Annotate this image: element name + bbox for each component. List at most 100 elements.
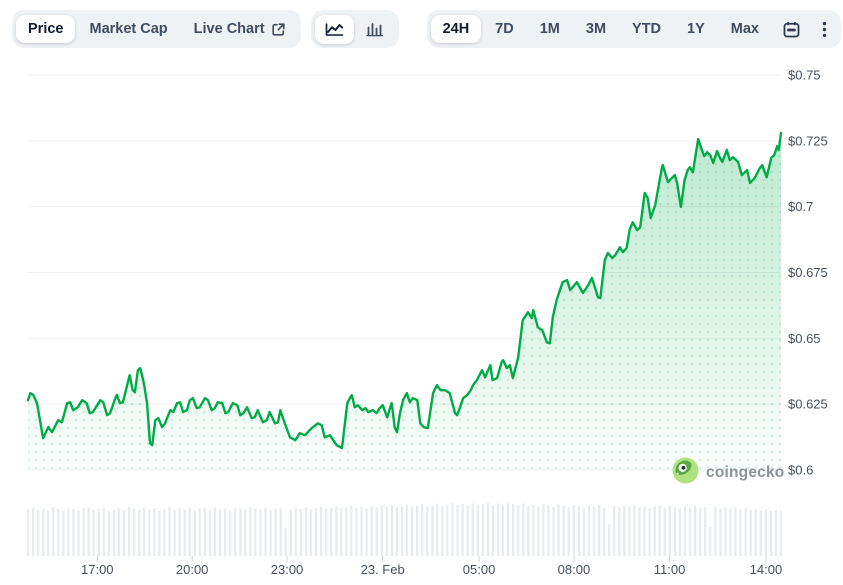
volume-bar xyxy=(501,504,505,556)
volume-bar xyxy=(562,505,565,556)
volume-bar xyxy=(158,510,161,556)
volume-bar xyxy=(714,506,717,556)
volume-bar xyxy=(133,508,136,556)
volume-bar xyxy=(638,507,641,556)
volume-bar xyxy=(153,508,156,556)
volume-bar xyxy=(42,508,45,556)
volume-bar xyxy=(542,504,545,556)
time-range-selector: 24H 7D 1M 3M YTD 1Y Max xyxy=(426,10,841,48)
y-axis-label: $0.625 xyxy=(788,397,828,412)
volume-bar xyxy=(683,506,687,556)
chart-mode-tabs: Price Market Cap Live Chart xyxy=(12,10,301,48)
volume-bar xyxy=(350,505,353,556)
y-axis-label: $0.6 xyxy=(788,463,813,478)
volume-bar xyxy=(633,505,636,556)
volume-bar xyxy=(279,508,282,556)
volume-bar xyxy=(537,506,540,556)
x-axis-label: 14:00 xyxy=(750,562,783,577)
range-max-button[interactable]: Max xyxy=(719,15,771,44)
range-24h-button[interactable]: 24H xyxy=(430,14,482,44)
range-ytd-button[interactable]: YTD xyxy=(620,15,673,44)
volume-bar xyxy=(218,509,222,556)
volume-bar xyxy=(355,507,358,556)
tab-price[interactable]: Price xyxy=(16,14,76,44)
volume-bar xyxy=(491,505,494,556)
volume-bar xyxy=(62,510,65,556)
volume-bar xyxy=(183,509,186,556)
tab-market-cap[interactable]: Market Cap xyxy=(77,15,179,44)
volume-bar xyxy=(512,504,515,556)
volume-bar xyxy=(239,508,242,556)
volume-bar xyxy=(461,504,464,556)
volume-bar xyxy=(507,503,510,556)
more-options-button[interactable] xyxy=(812,14,837,45)
volume-bar xyxy=(309,509,313,556)
volume-bar xyxy=(92,509,95,556)
bar-chart-type-button[interactable] xyxy=(356,15,395,44)
volume-bar xyxy=(658,505,661,556)
volume-bar xyxy=(557,504,560,556)
calendar-icon xyxy=(783,21,800,38)
x-axis: 17:00 20:00 23:00 23. Feb 05:00 08:00 11:00 14:… xyxy=(81,556,782,577)
volume-bar xyxy=(117,508,121,556)
range-3m-button[interactable]: 3M xyxy=(574,15,618,44)
volume-bar xyxy=(628,506,631,556)
volume-bar xyxy=(613,506,616,556)
volume-bar xyxy=(390,505,393,556)
volume-bar xyxy=(395,507,398,556)
volume-bar xyxy=(370,506,373,556)
x-axis-label: 05:00 xyxy=(463,562,496,577)
line-chart-type-button[interactable] xyxy=(314,14,354,44)
volume-bar xyxy=(52,507,55,556)
volume-bar xyxy=(294,507,297,556)
volume-bar xyxy=(496,503,500,556)
volume-bar xyxy=(299,508,302,556)
coingecko-watermark[interactable]: coingecko xyxy=(672,457,784,489)
volume-bar xyxy=(229,510,232,556)
tab-live-chart[interactable]: Live Chart xyxy=(182,15,297,44)
range-1y-button[interactable]: 1Y xyxy=(675,15,717,44)
chart-toolbar: Price Market Cap Live Chart xyxy=(0,10,843,48)
volume-bar xyxy=(481,504,484,556)
volume-bar xyxy=(572,505,575,556)
volume-bar xyxy=(107,510,110,556)
volume-bar xyxy=(203,508,206,556)
volume-bar xyxy=(648,508,651,556)
volume-bar xyxy=(441,505,444,556)
volume-bar xyxy=(188,507,191,556)
volume-bar xyxy=(198,508,201,556)
volume-bar xyxy=(249,506,252,556)
volume-bar xyxy=(668,506,671,556)
volume-bar xyxy=(345,507,348,556)
volume-bar xyxy=(729,508,732,556)
volume-bar xyxy=(274,508,277,556)
volume-bar xyxy=(779,510,783,556)
range-1m-label: 1M xyxy=(539,20,560,37)
range-7d-button[interactable]: 7D xyxy=(483,15,526,44)
volume-bar xyxy=(709,526,712,557)
range-1m-button[interactable]: 1M xyxy=(528,15,572,44)
x-axis-label: 23:00 xyxy=(271,562,304,577)
x-axis-label: 11:00 xyxy=(654,562,686,577)
volume-bar xyxy=(365,508,368,556)
y-axis-label: $0.7 xyxy=(788,199,813,214)
price-line xyxy=(26,131,783,450)
volume-bar xyxy=(325,508,328,556)
volume-bar xyxy=(517,505,520,556)
volume-bar xyxy=(26,509,30,556)
volume-bar xyxy=(426,506,429,556)
volume-bar xyxy=(385,506,388,556)
date-range-picker-button[interactable] xyxy=(773,14,810,45)
volume-bar xyxy=(663,507,666,556)
volume-bar xyxy=(375,507,378,556)
volume-bar xyxy=(102,507,105,556)
volume-bar xyxy=(254,508,257,556)
volume-bar xyxy=(284,528,287,556)
volume-bar xyxy=(315,508,318,556)
tab-live-chart-label: Live Chart xyxy=(193,20,265,37)
volume-bar xyxy=(411,506,414,556)
volume-bar xyxy=(143,507,146,556)
volume-bar xyxy=(704,507,707,556)
